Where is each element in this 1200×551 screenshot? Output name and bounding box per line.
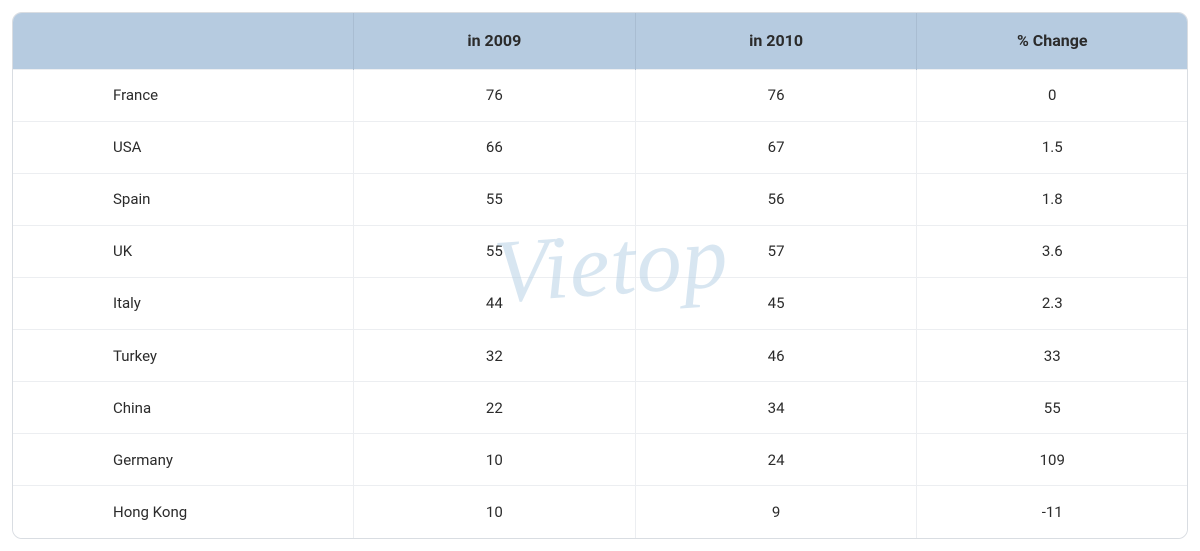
cell-change: 0: [917, 69, 1187, 121]
table-row: China 22 34 55: [13, 382, 1187, 434]
cell-2009: 10: [353, 486, 635, 538]
cell-change: -11: [917, 486, 1187, 538]
cell-country: Italy: [13, 277, 353, 329]
cell-country: China: [13, 382, 353, 434]
table-header-row: in 2009 in 2010 % Change: [13, 13, 1187, 69]
cell-2010: 24: [635, 434, 917, 486]
col-header-2010: in 2010: [635, 13, 917, 69]
table-row: USA 66 67 1.5: [13, 121, 1187, 173]
cell-2010: 9: [635, 486, 917, 538]
col-header-2009: in 2009: [353, 13, 635, 69]
table-row: Italy 44 45 2.3: [13, 277, 1187, 329]
cell-2009: 10: [353, 434, 635, 486]
data-table-container: in 2009 in 2010 % Change France 76 76 0 …: [12, 12, 1188, 539]
col-header-country: [13, 13, 353, 69]
cell-change: 2.3: [917, 277, 1187, 329]
cell-change: 1.8: [917, 173, 1187, 225]
cell-change: 3.6: [917, 225, 1187, 277]
cell-2010: 67: [635, 121, 917, 173]
cell-2009: 22: [353, 382, 635, 434]
cell-2010: 45: [635, 277, 917, 329]
cell-2009: 55: [353, 225, 635, 277]
cell-2009: 76: [353, 69, 635, 121]
cell-country: Spain: [13, 173, 353, 225]
cell-2010: 56: [635, 173, 917, 225]
cell-country: UK: [13, 225, 353, 277]
cell-2009: 66: [353, 121, 635, 173]
cell-change: 55: [917, 382, 1187, 434]
cell-country: Germany: [13, 434, 353, 486]
cell-country: Turkey: [13, 330, 353, 382]
cell-2010: 46: [635, 330, 917, 382]
data-table: in 2009 in 2010 % Change France 76 76 0 …: [13, 13, 1187, 538]
cell-2010: 34: [635, 382, 917, 434]
cell-2009: 32: [353, 330, 635, 382]
cell-2010: 57: [635, 225, 917, 277]
cell-country: USA: [13, 121, 353, 173]
cell-change: 109: [917, 434, 1187, 486]
table-row: UK 55 57 3.6: [13, 225, 1187, 277]
cell-2009: 55: [353, 173, 635, 225]
cell-change: 1.5: [917, 121, 1187, 173]
table-row: Hong Kong 10 9 -11: [13, 486, 1187, 538]
cell-2009: 44: [353, 277, 635, 329]
table-row: France 76 76 0: [13, 69, 1187, 121]
table-row: Spain 55 56 1.8: [13, 173, 1187, 225]
table-row: Germany 10 24 109: [13, 434, 1187, 486]
cell-country: France: [13, 69, 353, 121]
cell-change: 33: [917, 330, 1187, 382]
col-header-change: % Change: [917, 13, 1187, 69]
cell-country: Hong Kong: [13, 486, 353, 538]
table-row: Turkey 32 46 33: [13, 330, 1187, 382]
cell-2010: 76: [635, 69, 917, 121]
